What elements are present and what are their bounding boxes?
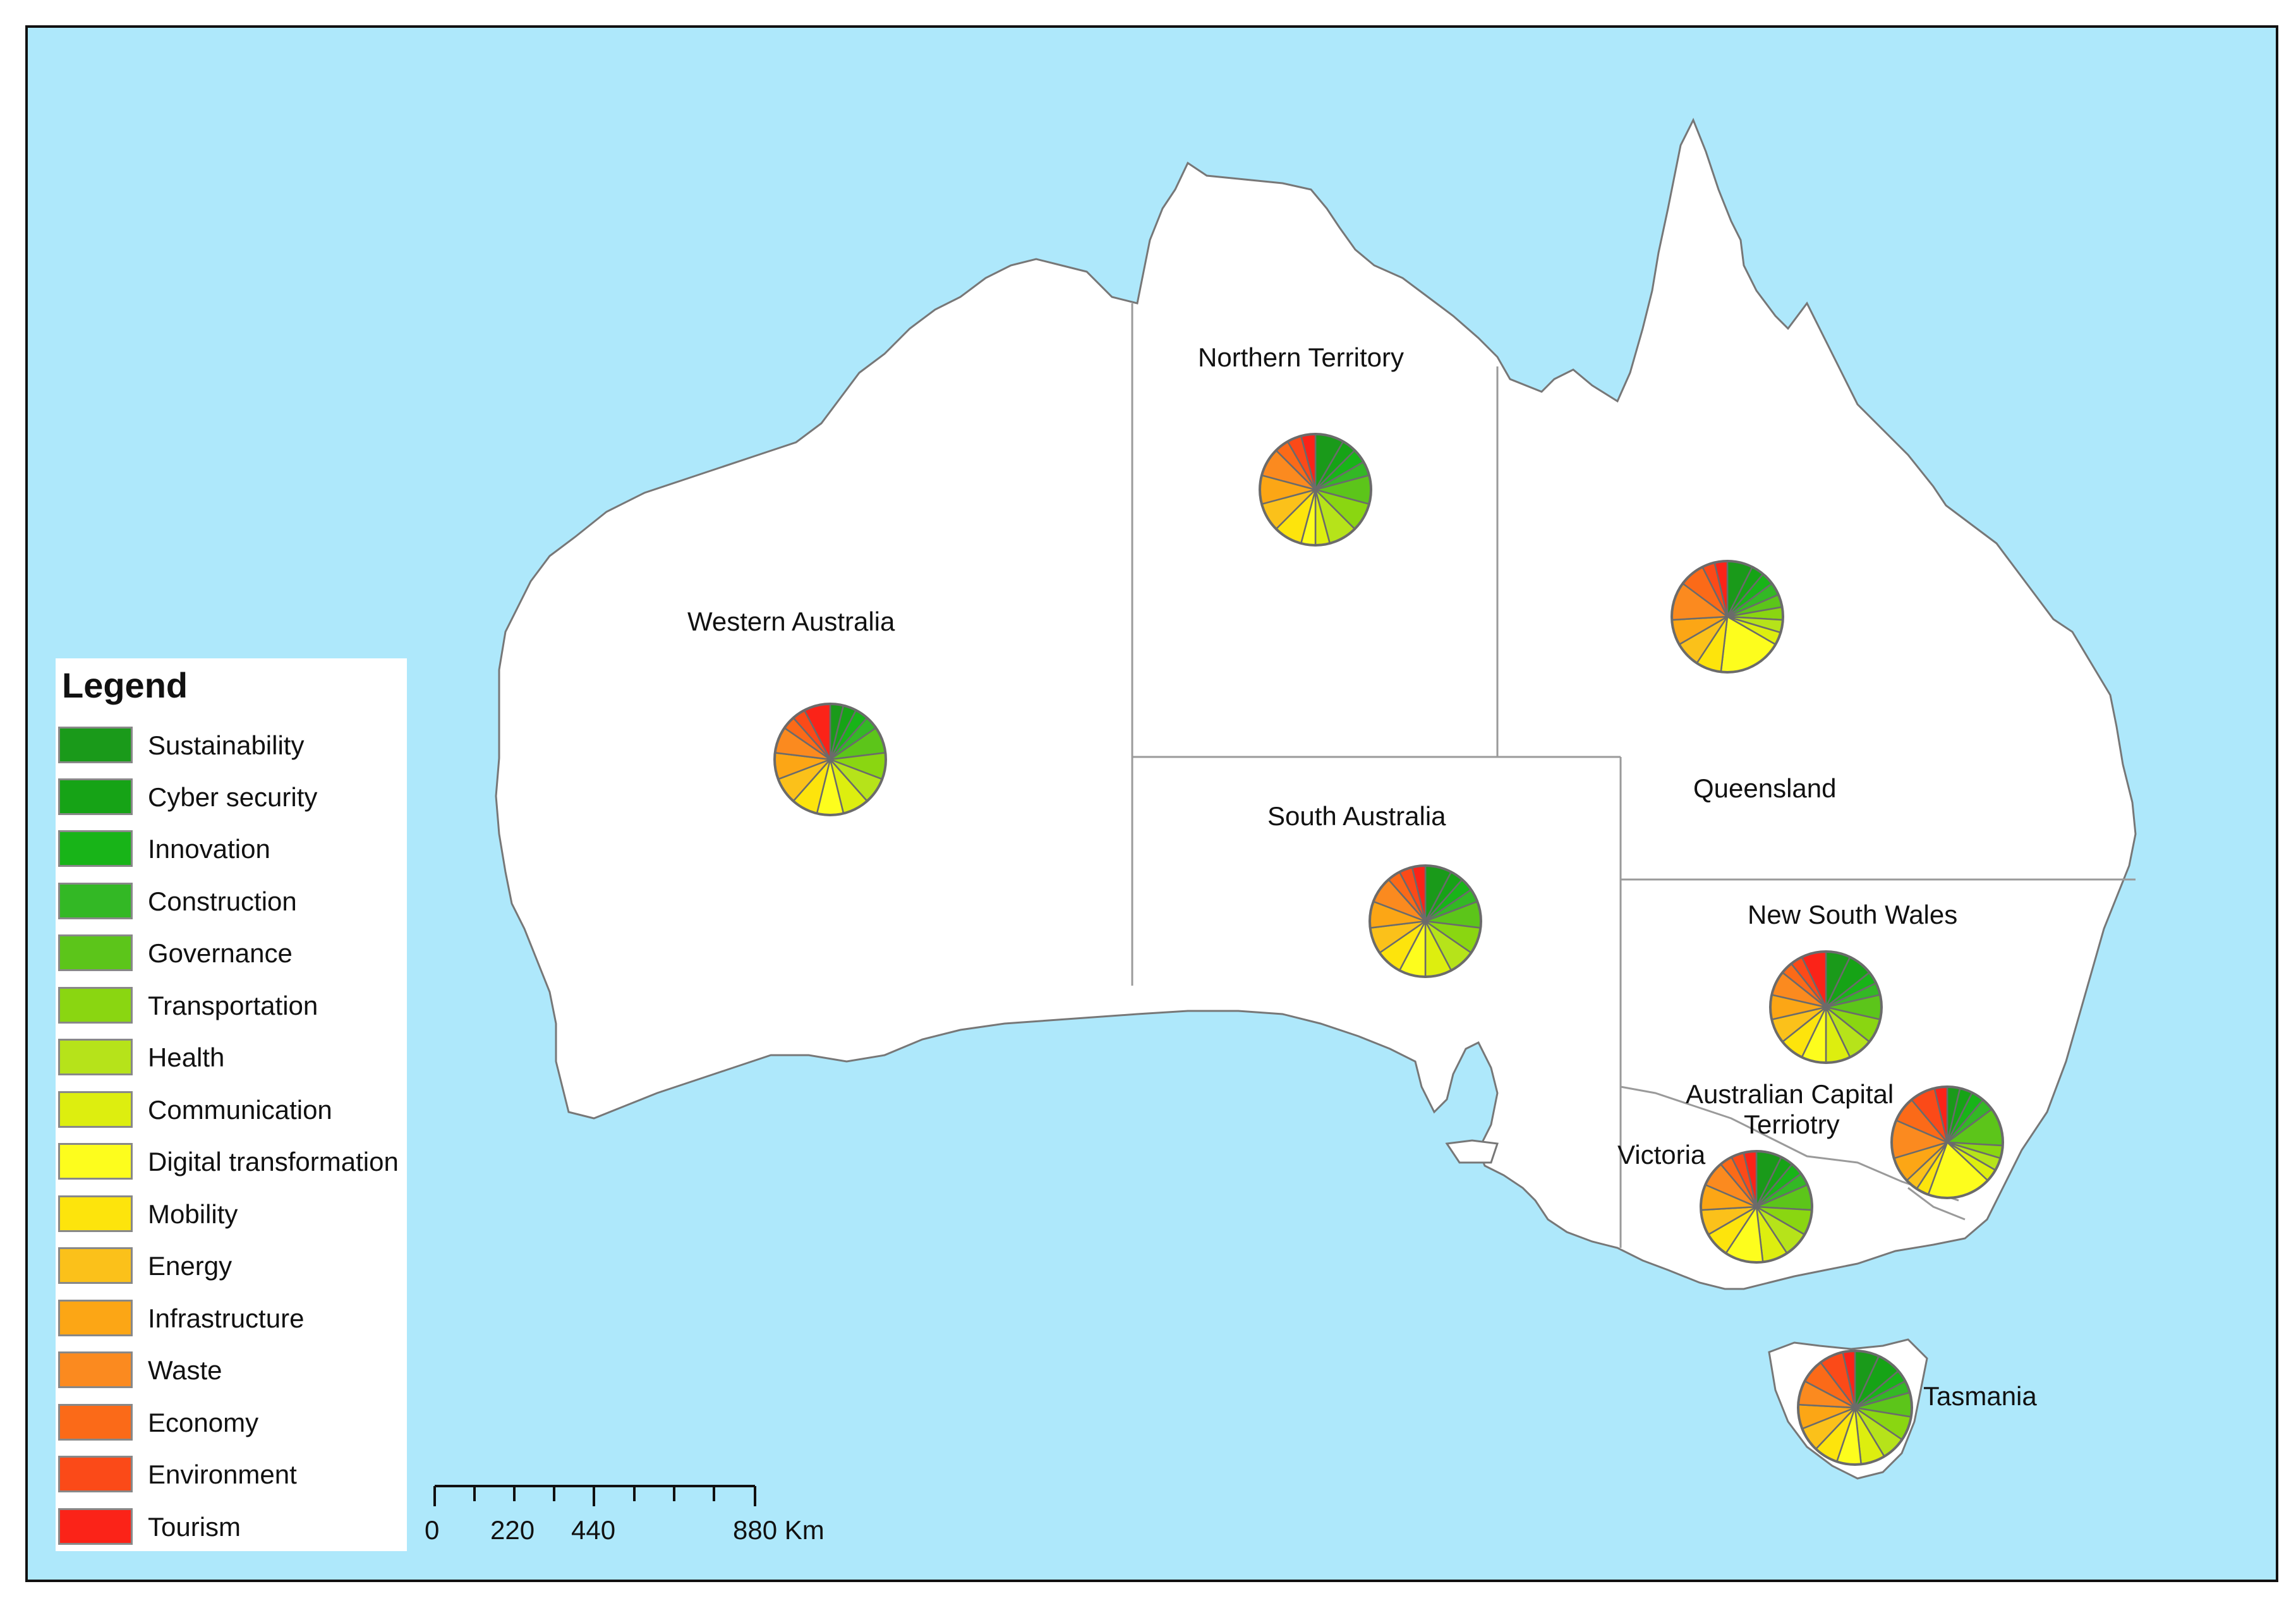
legend-title: Legend: [62, 665, 188, 705]
pie-outline: [1700, 1150, 1813, 1264]
label-south-australia: South Australia: [1267, 801, 1446, 831]
legend-item: Mobility: [56, 1195, 407, 1236]
legend-item: Waste: [56, 1351, 407, 1392]
legend-label: Mobility: [148, 1199, 238, 1229]
legend-label: Communication: [148, 1095, 332, 1125]
label-queensland: Queensland: [1693, 773, 1837, 803]
pie-south-australia: [1369, 864, 1482, 978]
pie-outline: [1797, 1350, 1913, 1466]
legend-swatch: [58, 934, 133, 971]
legend-label: Digital transformation: [148, 1147, 399, 1176]
legend-swatch: [58, 1091, 133, 1128]
legend-swatch: [58, 1300, 133, 1336]
legend-label: Construction: [148, 886, 297, 916]
legend-item: Sustainability: [56, 727, 407, 767]
legend-label: Sustainability: [148, 730, 305, 760]
label-western-australia: Western Australia: [687, 607, 895, 636]
scale-bar: [433, 1485, 756, 1506]
pie-act: [1890, 1085, 2004, 1199]
label-victoria: Victoria: [1617, 1140, 1706, 1170]
legend-label: Energy: [148, 1251, 233, 1281]
legend-label: Transportation: [148, 991, 318, 1020]
legend-swatch: [58, 1143, 133, 1180]
legend-label: Governance: [148, 938, 293, 968]
legend-swatch: [58, 727, 133, 763]
pie-northern-territory: [1259, 433, 1372, 547]
pie-outline: [1769, 950, 1883, 1064]
legend-swatch: [58, 987, 133, 1024]
pie-outline: [1259, 433, 1372, 547]
legend-swatch: [58, 1195, 133, 1232]
label-act-line2: Terriotry: [1744, 1109, 1840, 1139]
label-tasmania: Tasmania: [1923, 1381, 2037, 1411]
legend-item: Construction: [56, 883, 407, 923]
legend-swatch: [58, 1039, 133, 1075]
label-act-line1: Australian Capital: [1686, 1079, 1894, 1109]
legend-item: Governance: [56, 934, 407, 975]
legend-label: Economy: [148, 1408, 259, 1437]
scale-tick-label: 440: [571, 1515, 615, 1545]
legend-item: Tourism: [56, 1508, 407, 1549]
pie-outline: [1671, 560, 1784, 674]
legend-swatch: [58, 1404, 133, 1441]
pie-outline: [773, 703, 887, 816]
legend-item: Digital transformation: [56, 1143, 407, 1183]
pie-western-australia: [773, 703, 887, 816]
legend-label: Health: [148, 1043, 225, 1072]
legend-item: Health: [56, 1039, 407, 1079]
legend-label: Tourism: [148, 1512, 241, 1542]
legend-swatch: [58, 1456, 133, 1492]
pie-outline: [1890, 1085, 2004, 1199]
legend-label: Infrastructure: [148, 1303, 305, 1333]
state-borders: [1131, 303, 2136, 1248]
legend-swatch: [58, 883, 133, 919]
scale-tick-label: 220: [490, 1515, 535, 1545]
pie-new-south-wales: [1769, 950, 1883, 1064]
legend-item: Economy: [56, 1404, 407, 1444]
legend-item: Cyber security: [56, 778, 407, 819]
legend-panel: Legend Sustainability Cyber security Inn…: [56, 658, 407, 1551]
label-new-south-wales: New South Wales: [1748, 900, 1957, 929]
scale-tick-label: 0: [425, 1515, 439, 1545]
legend-item: Infrastructure: [56, 1300, 407, 1340]
pie-victoria: [1700, 1150, 1813, 1264]
legend-label: Innovation: [148, 834, 270, 864]
pie-queensland: [1671, 560, 1784, 674]
mainland-australia: [495, 118, 2137, 1290]
kangaroo-island: [1445, 1139, 1499, 1164]
legend-swatch: [58, 778, 133, 815]
legend-swatch: [58, 1247, 133, 1284]
legend-label: Environment: [148, 1460, 297, 1489]
pie-outline: [1369, 864, 1482, 978]
legend-swatch: [58, 1508, 133, 1545]
legend-label: Waste: [148, 1355, 222, 1385]
legend-swatch: [58, 1351, 133, 1388]
legend-item: Transportation: [56, 987, 407, 1027]
legend-swatch: [58, 830, 133, 867]
legend-item: Innovation: [56, 830, 407, 871]
legend-item: Environment: [56, 1456, 407, 1496]
scale-tick-label: 880 Km: [733, 1515, 825, 1545]
pie-tasmania: [1797, 1350, 1913, 1466]
legend-item: Energy: [56, 1247, 407, 1288]
legend-item: Communication: [56, 1091, 407, 1132]
legend-label: Cyber security: [148, 782, 318, 812]
label-northern-territory: Northern Territory: [1198, 342, 1404, 372]
